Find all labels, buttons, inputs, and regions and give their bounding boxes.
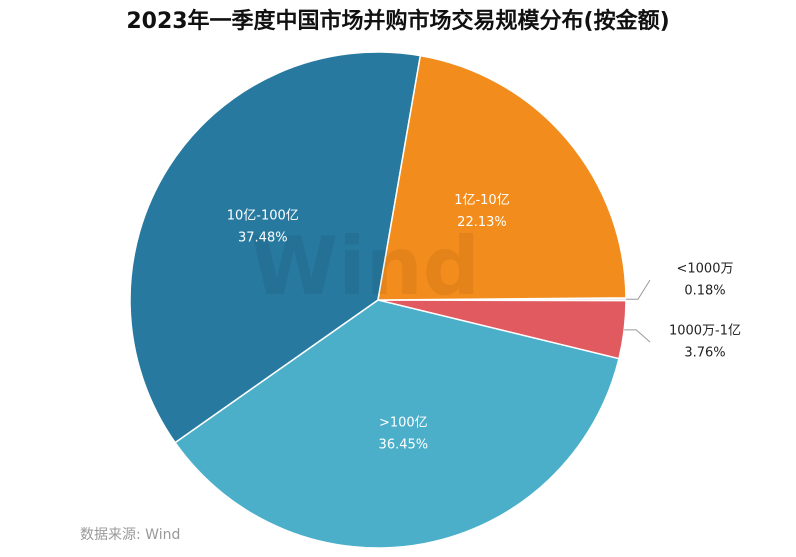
source-note: 数据来源: Wind [80, 527, 180, 543]
pie-slice [174, 299, 620, 549]
pie-slice [129, 51, 422, 444]
slice-label: 1000万-1亿 [669, 324, 741, 339]
slice-label: 1亿-10亿 [454, 193, 510, 208]
watermark: Wind [250, 220, 480, 313]
slice-label: <1000万 [677, 262, 734, 277]
chart-title: 2023年一季度中国市场并购市场交易规模分布(按金额) [126, 8, 669, 34]
slice-value-label: 0.18% [684, 284, 725, 299]
slices [129, 51, 627, 549]
slice-value-label: 36.45% [379, 438, 429, 453]
slice-value-label: 22.13% [457, 215, 507, 230]
slice-label: 10亿-100亿 [227, 208, 299, 223]
leader-line [624, 329, 651, 343]
pie-slice [377, 54, 627, 301]
slice-value-label: 3.76% [684, 346, 725, 361]
slice-label: >100亿 [379, 416, 428, 431]
slice-value-label: 37.48% [238, 230, 288, 245]
leader-line [625, 279, 651, 300]
labels: <1000万 0.18% 1000万-1亿 3.76% >100亿 36.45% 10亿-1… [227, 193, 741, 452]
